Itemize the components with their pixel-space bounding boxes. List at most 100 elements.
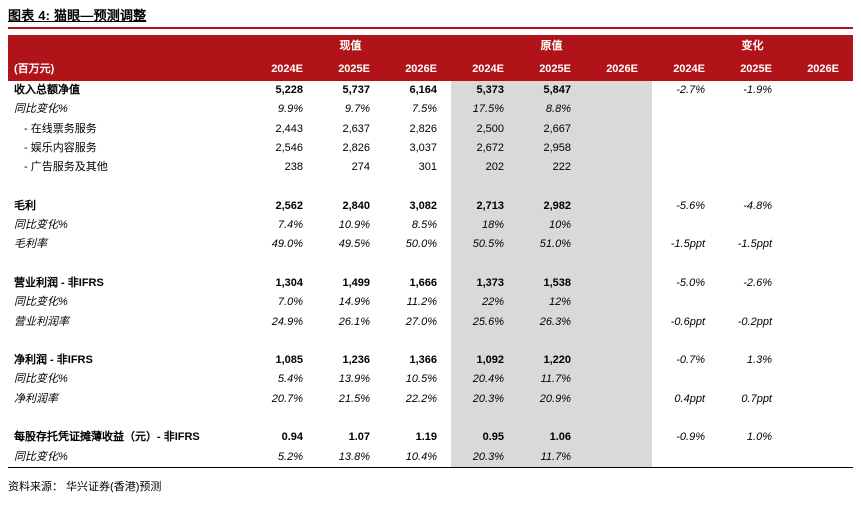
cell	[786, 255, 853, 274]
row-label: 同比变化%	[14, 219, 68, 232]
cell	[786, 428, 853, 447]
cell	[786, 139, 853, 158]
cell	[786, 197, 853, 216]
cell	[585, 447, 652, 467]
cell: 1.19	[415, 431, 437, 444]
cell	[786, 351, 853, 370]
cell: -0.6ppt	[670, 315, 705, 328]
cell: 22%	[451, 293, 518, 313]
cell: -0.9%	[676, 431, 705, 444]
cell: 7.4%	[277, 219, 303, 232]
cell	[585, 428, 652, 448]
table-row-blank	[8, 254, 853, 274]
cell	[652, 158, 719, 177]
cell: 1,085	[275, 354, 303, 367]
cell	[652, 120, 719, 139]
cell: 8.8%	[518, 100, 585, 120]
cell	[719, 216, 786, 235]
cell: 7.5%	[411, 103, 437, 116]
cell: 49.0%	[271, 238, 303, 251]
cell: 0.7ppt	[741, 392, 772, 405]
cell	[719, 409, 786, 428]
cell	[719, 293, 786, 312]
title-rule	[8, 27, 853, 29]
cell: 17.5%	[451, 100, 518, 120]
group-header-current: 现值	[339, 40, 362, 52]
cell	[518, 409, 585, 429]
cell	[585, 119, 652, 139]
cell	[585, 389, 652, 410]
cell: 20.3%	[451, 447, 518, 467]
year-header-row: (百万元) 2024E 2025E 2026E 2024E 2025E 2026…	[8, 58, 853, 81]
row-label	[8, 255, 250, 274]
cell: 5,847	[518, 81, 585, 101]
cell	[250, 332, 317, 351]
table-row-blank	[8, 409, 853, 429]
cell	[585, 351, 652, 371]
cell	[786, 390, 853, 409]
row-label: 营业利润 - 非IFRS	[14, 276, 104, 289]
cell	[786, 293, 853, 312]
cell: 2,826	[342, 141, 370, 154]
row-label: 收入总额净值	[14, 84, 80, 96]
table-row: - 在线票务服务 2,443 2,637 2,826 2,500 2,667	[8, 119, 853, 139]
cell: 11.7%	[518, 370, 585, 390]
cell	[317, 177, 384, 196]
row-label: 同比变化%	[14, 296, 68, 309]
cell	[250, 409, 317, 428]
table-row: 营业利润 - 非IFRS 1,304 1,499 1,666 1,373 1,538 -5.…	[8, 273, 853, 294]
forecast-table: 现值 原值 变化 (百万元) 2024E 2025E 2026E 2024E 2…	[8, 35, 853, 468]
cell	[585, 331, 652, 352]
cell: 13.8%	[338, 450, 370, 463]
cell: 1.07	[348, 431, 370, 444]
cell	[786, 120, 853, 139]
cell	[585, 81, 652, 101]
cell: 1,666	[409, 276, 437, 289]
cell	[451, 331, 518, 352]
exhibit-title: 图表 4: 猫眼—预测调整	[8, 8, 147, 23]
cell	[585, 158, 652, 178]
cell	[652, 370, 719, 389]
cell	[518, 254, 585, 274]
cell	[719, 448, 786, 467]
cell: 50.0%	[405, 238, 437, 251]
cell	[585, 177, 652, 197]
cell	[384, 409, 451, 428]
cell: 2,637	[342, 122, 370, 135]
cell: 51.0%	[518, 235, 585, 255]
header-spacer	[8, 35, 250, 58]
year-header: 2024E	[271, 63, 303, 75]
cell	[786, 235, 853, 254]
cell: -5.6%	[676, 199, 705, 212]
cell: 20.3%	[451, 389, 518, 410]
table-row: 同比变化% 5.4% 13.9% 10.5% 20.4% 11.7%	[8, 370, 853, 390]
cell	[451, 254, 518, 274]
cell	[786, 100, 853, 119]
cell	[719, 120, 786, 139]
cell	[786, 274, 853, 293]
table-row: 收入总额净值 5,228 5,737 6,164 5,373 5,847 -2.7% -1.9…	[8, 81, 853, 101]
cell	[719, 255, 786, 274]
year-header: 2026E	[807, 63, 839, 75]
year-header: 2026E	[405, 63, 437, 75]
cell	[585, 312, 652, 332]
cell: 1,220	[518, 351, 585, 371]
cell	[451, 409, 518, 429]
cell: 2,667	[518, 119, 585, 139]
cell	[585, 235, 652, 255]
cell	[652, 448, 719, 467]
cell: 2,500	[451, 119, 518, 139]
group-header-original: 原值	[540, 40, 563, 52]
cell: 238	[284, 161, 303, 174]
year-header: 2025E	[539, 63, 571, 75]
cell: -0.7%	[676, 354, 705, 367]
cell: 5,228	[275, 84, 303, 96]
cell	[317, 255, 384, 274]
cell: 27.0%	[405, 315, 437, 328]
cell: -5.0%	[676, 276, 705, 289]
cell: 5.4%	[277, 373, 303, 386]
cell	[652, 139, 719, 158]
cell: 274	[351, 161, 370, 174]
cell: 18%	[451, 216, 518, 236]
cell	[719, 100, 786, 119]
